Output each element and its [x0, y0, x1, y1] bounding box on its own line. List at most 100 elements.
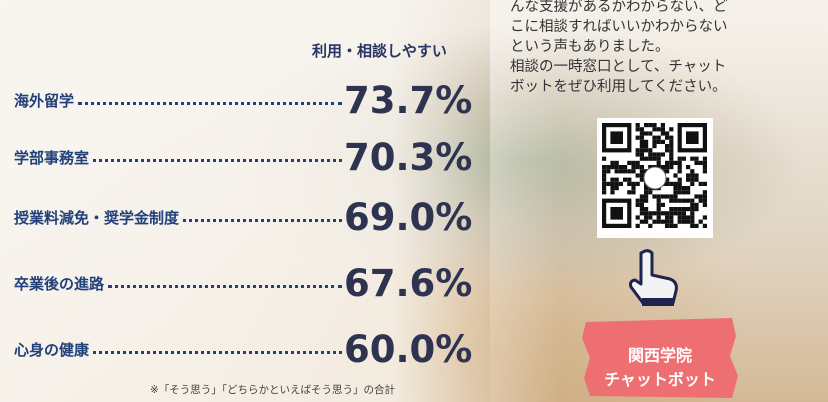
qr-module	[652, 123, 657, 128]
qr-module	[669, 152, 674, 157]
qr-module	[665, 131, 670, 136]
qr-module	[673, 198, 678, 203]
qr-module	[656, 165, 661, 170]
qr-module	[644, 198, 649, 203]
qr-module	[694, 194, 699, 199]
row-label: 学部事務室	[14, 148, 90, 167]
qr-module	[610, 165, 615, 170]
qr-module	[677, 181, 682, 186]
qr-module	[644, 190, 649, 195]
qr-module	[686, 186, 691, 191]
qr-module	[639, 135, 644, 140]
pointing-hand-icon	[629, 249, 678, 306]
qr-module	[669, 135, 674, 140]
qr-module	[644, 139, 649, 144]
qr-module	[614, 160, 619, 165]
qr-module	[702, 190, 707, 195]
qr-module	[690, 207, 695, 212]
qr-module	[635, 152, 640, 157]
leader-dots	[93, 158, 342, 162]
qr-module	[669, 194, 674, 199]
header: 利用・相談しやすい	[312, 42, 447, 60]
qr-module	[686, 198, 691, 203]
qr-module	[665, 148, 670, 153]
message-line: こに相談すればいいかわからない	[510, 19, 728, 35]
qr-module	[639, 148, 644, 153]
qr-module	[635, 202, 640, 207]
qr-module	[648, 215, 653, 220]
row-label: 海外留学	[14, 91, 75, 110]
qr-module	[660, 211, 665, 216]
qr-module	[652, 127, 657, 132]
qr-module	[660, 165, 665, 170]
qr-module	[686, 165, 691, 170]
qr-module	[610, 131, 623, 144]
qr-module	[639, 127, 644, 132]
qr-module	[690, 156, 695, 161]
qr-module	[627, 160, 632, 165]
qr-module	[690, 198, 695, 203]
row-value: 73.7%	[344, 78, 473, 122]
badge-background	[582, 318, 738, 398]
qr-module	[623, 165, 628, 170]
qr-module	[602, 186, 607, 191]
qr-module	[618, 181, 623, 186]
qr-module	[698, 194, 703, 199]
qr-module	[639, 131, 644, 136]
qr-module	[698, 181, 703, 186]
qr-module	[627, 177, 632, 182]
qr-module	[669, 219, 674, 224]
qr-module	[639, 211, 644, 216]
leader-dots	[108, 284, 342, 288]
qr-module	[677, 207, 682, 212]
qr-module	[673, 181, 678, 186]
qr-module	[698, 160, 703, 165]
qr-module	[631, 169, 636, 174]
qr-module	[665, 181, 670, 186]
qr-module	[656, 202, 661, 207]
qr-module	[639, 207, 644, 212]
qr-module	[694, 156, 699, 161]
qr-module	[627, 190, 632, 195]
qr-module	[677, 211, 682, 216]
qr-module	[644, 131, 649, 136]
qr-module	[644, 215, 649, 220]
qr-module	[610, 207, 623, 220]
qr-module	[623, 177, 628, 182]
row-value: 69.0%	[344, 195, 473, 239]
leader-dots	[183, 218, 342, 222]
row: 心身の健康 60.0%	[14, 326, 474, 372]
qr-module	[660, 123, 665, 128]
qr-module	[644, 194, 649, 199]
qr-module	[690, 202, 695, 207]
row-value: 60.0%	[344, 327, 473, 371]
qr-module	[656, 152, 661, 157]
qr-module	[702, 215, 707, 220]
message-line: という声もありました。	[510, 39, 670, 55]
qr-module	[631, 186, 636, 191]
qr-module	[669, 127, 674, 132]
qr-module	[639, 144, 644, 149]
row-value: 70.3%	[344, 135, 473, 179]
qr-module	[606, 181, 611, 186]
qr-module	[602, 190, 607, 195]
qr-module	[656, 198, 661, 203]
qr-module	[702, 160, 707, 165]
qr-module	[648, 165, 653, 170]
qr-module	[673, 173, 678, 178]
qr-module	[677, 219, 682, 224]
qr-module	[665, 169, 670, 174]
qr-module	[627, 181, 632, 186]
qr-module	[673, 223, 678, 228]
qr-module	[652, 194, 657, 199]
qr-module	[669, 215, 674, 220]
qr-module	[660, 131, 665, 136]
qr-module	[681, 198, 686, 203]
qr-module	[660, 139, 665, 144]
qr-module	[677, 156, 682, 161]
row-label: 心身の健康	[14, 340, 90, 359]
qr-module	[644, 219, 649, 224]
qr-module	[669, 211, 674, 216]
qr-module	[686, 173, 691, 178]
qr-module	[648, 123, 653, 128]
